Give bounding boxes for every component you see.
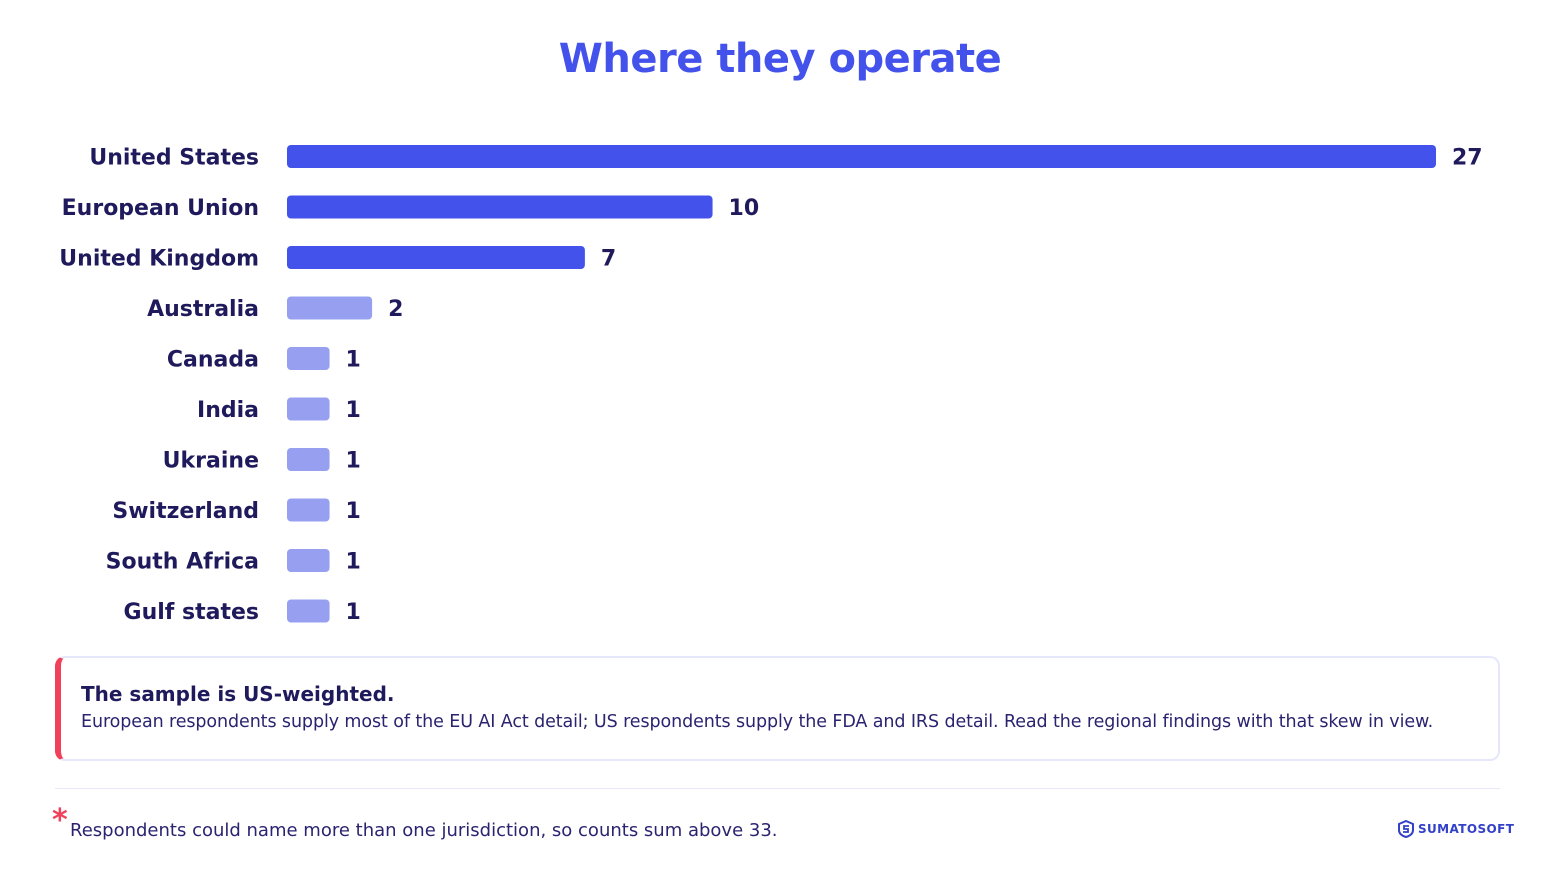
- category-label: Gulf states: [124, 600, 259, 625]
- note-title: The sample is US-weighted.: [81, 682, 395, 706]
- value-label: 2: [388, 297, 403, 322]
- bar: [287, 498, 330, 522]
- category-label: Australia: [147, 297, 259, 322]
- callout-note: The sample is US-weighted. European resp…: [55, 656, 1500, 761]
- category-label: Switzerland: [112, 499, 259, 524]
- category-label: Canada: [167, 348, 259, 373]
- brand-logo: SUMATOSOFT: [1398, 820, 1514, 838]
- bar: [287, 347, 330, 370]
- category-label: South Africa: [106, 550, 259, 575]
- bar: [287, 549, 330, 572]
- value-label: 1: [346, 550, 361, 575]
- value-label: 1: [346, 600, 361, 625]
- chart-title: Where they operate: [558, 36, 1002, 82]
- category-label: European Union: [62, 196, 259, 221]
- value-label: 1: [346, 348, 361, 373]
- bar: [287, 145, 1436, 168]
- bar: [287, 296, 373, 320]
- category-label: United States: [89, 146, 259, 171]
- divider: [55, 788, 1500, 789]
- bar: [287, 397, 330, 421]
- value-label: 1: [346, 449, 361, 474]
- note-body: European respondents supply most of the …: [81, 712, 1434, 732]
- bar: [287, 246, 585, 269]
- value-label: 1: [346, 398, 361, 423]
- value-label: 27: [1452, 146, 1483, 171]
- bar: [287, 448, 330, 471]
- brand-name: SUMATOSOFT: [1418, 822, 1515, 836]
- bar: [287, 599, 330, 623]
- footnote-marker: *: [52, 803, 68, 838]
- value-label: 10: [729, 196, 760, 221]
- category-label: Ukraine: [163, 449, 259, 474]
- value-label: 1: [346, 499, 361, 524]
- footnote-text: Respondents could name more than one jur…: [70, 820, 778, 841]
- value-label: 7: [601, 247, 616, 272]
- bar: [287, 195, 713, 219]
- category-label: India: [197, 398, 259, 423]
- sumatosoft-logo-icon: [1398, 820, 1414, 838]
- category-label: United Kingdom: [59, 247, 259, 272]
